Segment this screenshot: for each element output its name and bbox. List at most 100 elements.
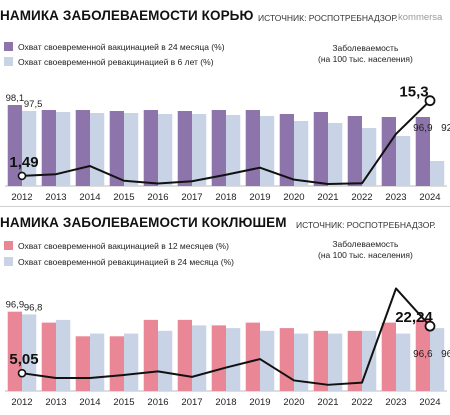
x-tick-label: 2015 — [113, 397, 134, 408]
legend-swatch — [4, 42, 13, 51]
bar-revaccination — [192, 114, 207, 186]
incidence-note-line: Заболеваемость — [332, 239, 399, 249]
x-tick-label: 2016 — [147, 192, 168, 203]
bar-vaccination — [347, 330, 362, 391]
x-tick-label: 2020 — [283, 192, 304, 203]
bar-vaccination — [211, 325, 226, 391]
bar-revaccination — [328, 123, 343, 186]
bar-vaccination — [177, 111, 192, 186]
bar-vaccination — [41, 110, 56, 186]
pertussis-chart-panel: НАМИКА ЗАБОЛЕВАЕМОСТИ КОКЛЮШЕМ ИСТОЧНИК:… — [0, 207, 450, 415]
bar-revaccination — [158, 330, 173, 391]
x-tick-label: 2018 — [215, 397, 236, 408]
bar-revaccination — [362, 128, 377, 186]
bar-vaccination — [177, 319, 192, 391]
incidence-note: Заболеваемость (на 100 тыс. населения) — [318, 239, 413, 261]
bar-revaccination — [396, 136, 411, 186]
bar-revaccination — [260, 330, 275, 391]
bar-vaccination — [313, 330, 328, 391]
bar-revaccination — [56, 319, 71, 391]
x-tick-label: 2012 — [11, 192, 32, 203]
bar-revaccination — [124, 333, 139, 391]
bar-vaccination — [143, 110, 158, 186]
incidence-point-last — [424, 95, 436, 107]
incidence-value-label: 22,24 — [395, 309, 433, 326]
incidence-note-line: (на 100 тыс. населения) — [318, 250, 413, 260]
x-tick-label: 2013 — [45, 397, 66, 408]
bar-revaccination — [294, 333, 309, 391]
bar-value-label: 97,5 — [24, 99, 43, 110]
incidence-line — [21, 99, 431, 185]
bar-vaccination — [41, 322, 56, 391]
bar-revaccination — [396, 333, 411, 391]
bar-revaccination — [90, 333, 105, 391]
legend-label: Охват своевременной вакцинацией в 24 мес… — [18, 42, 225, 52]
bar-vaccination — [381, 117, 396, 186]
chart-source: ИСТОЧНИК: РОСПОТРЕБНАДЗОР. — [296, 220, 436, 230]
incidence-note-line: (на 100 тыс. населения) — [318, 54, 413, 64]
legend-item-vaccination: Охват своевременной вакцинацией в 24 мес… — [4, 42, 225, 52]
x-tick-label: 2017 — [181, 397, 202, 408]
bar-value-label: 96,9 — [413, 123, 433, 134]
legend-swatch — [4, 57, 13, 66]
bar-revaccination — [192, 325, 207, 391]
x-tick-label: 2019 — [249, 192, 270, 203]
incidence-note: Заболеваемость (на 100 тыс. населения) — [318, 43, 413, 65]
x-tick-label: 2013 — [45, 192, 66, 203]
bar-revaccination — [226, 328, 241, 391]
bar-revaccination — [226, 115, 241, 186]
x-tick-label: 2023 — [385, 192, 406, 203]
incidence-note-line: Заболеваемость — [332, 43, 399, 53]
bar-revaccination — [22, 111, 37, 186]
x-tick-label: 2018 — [215, 192, 236, 203]
bar-vaccination — [211, 110, 226, 186]
bar-revaccination — [260, 116, 275, 186]
bar-vaccination — [7, 105, 23, 186]
incidence-point-first — [17, 171, 27, 181]
bar-vaccination — [143, 319, 158, 391]
pertussis-chart-plot: 2012 2013 2014 2015 2016 2017 2018 2019 2020 2021… — [5, 287, 450, 408]
bar-vaccination — [109, 336, 124, 391]
bar-revaccination — [430, 328, 445, 391]
bar-revaccination — [124, 113, 139, 186]
bar-value-label: 98,1 — [6, 93, 25, 104]
legend-swatch — [4, 257, 13, 266]
x-tick-label: 2022 — [351, 192, 372, 203]
bar-vaccination — [347, 116, 362, 186]
x-tick-label: 2022 — [351, 397, 372, 408]
bar-revaccination — [56, 112, 71, 186]
legend-item-vaccination: Охват своевременной вакцинацией в 12 мес… — [4, 241, 229, 251]
bar-value-label: 96,6 — [413, 349, 433, 360]
bar-vaccination — [75, 110, 90, 186]
x-tick-label: 2020 — [283, 397, 304, 408]
incidence-value-label: 1,49 — [9, 154, 38, 171]
chart-title: НАМИКА ЗАБОЛЕВАЕМОСТИ КОКЛЮШЕМ — [0, 215, 287, 230]
incidence-point-last — [424, 320, 436, 332]
x-tick-label: 2014 — [79, 397, 100, 408]
bar-value-label: 92,5 — [441, 123, 450, 134]
incidence-line — [21, 287, 431, 386]
legend-label: Охват своевременной вакцинацией в 12 мес… — [18, 241, 229, 251]
measles-chart-panel: НАМИКА ЗАБОЛЕВАЕМОСТИ КОРЬЮ ИСТОЧНИК: РО… — [0, 0, 450, 207]
brand-watermark: kommersa — [398, 12, 443, 23]
legend-item-revaccination: Охват своевременной ревакцинацией в 24 м… — [4, 257, 234, 267]
bar-vaccination — [75, 336, 90, 391]
incidence-point-first — [17, 368, 27, 378]
bar-value-label: 96,8 — [24, 302, 43, 313]
bar-revaccination — [90, 113, 105, 186]
bar-vaccination — [415, 117, 430, 186]
incidence-value-label: 15,3 — [399, 84, 428, 101]
x-tick-label: 2014 — [79, 192, 100, 203]
bar-vaccination — [381, 322, 396, 391]
x-tick-label: 2017 — [181, 192, 202, 203]
x-tick-label: 2024 — [419, 397, 440, 408]
x-tick-label: 2012 — [11, 397, 32, 408]
bar-revaccination — [294, 121, 309, 186]
bar-vaccination — [313, 112, 328, 186]
x-tick-label: 2023 — [385, 397, 406, 408]
legend-swatch — [4, 241, 13, 250]
legend-label: Охват своевременной ревакцинацией в 24 м… — [18, 257, 234, 267]
x-tick-label: 2016 — [147, 397, 168, 408]
bar-revaccination — [430, 161, 445, 186]
chart-title: НАМИКА ЗАБОЛЕВАЕМОСТИ КОРЬЮ — [0, 8, 254, 23]
